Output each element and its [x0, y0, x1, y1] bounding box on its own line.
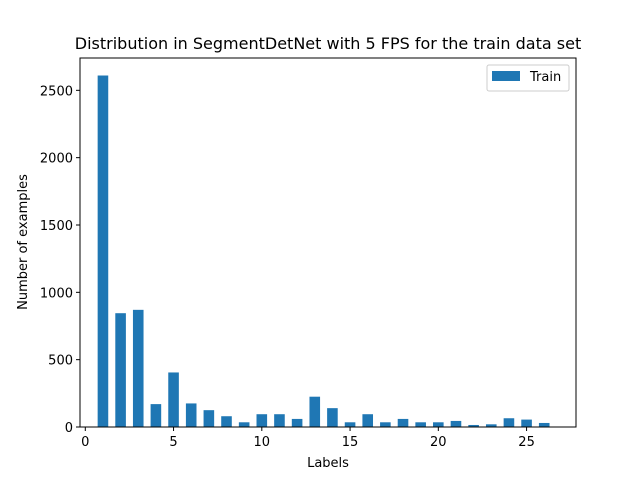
bar-label-1 — [97, 75, 109, 427]
bar-label-6 — [185, 403, 197, 427]
bar-label-2 — [115, 313, 126, 427]
y-tick-label: 1000 — [40, 286, 73, 301]
y-axis-label: Number of examples — [16, 174, 31, 310]
bar-label-20 — [433, 422, 444, 427]
bar-label-23 — [485, 424, 497, 427]
x-tick-label: 0 — [81, 435, 89, 450]
bar-label-16 — [362, 414, 374, 427]
bar-label-13 — [309, 396, 321, 427]
bar-label-24 — [503, 418, 515, 427]
x-axis-ticks: 0 5 10 15 20 25 — [81, 427, 535, 450]
bar-label-21 — [450, 420, 462, 427]
y-tick-label: 500 — [48, 354, 73, 369]
x-tick-label: 10 — [254, 435, 271, 450]
legend: Train — [486, 64, 570, 92]
bar-label-5 — [168, 372, 179, 427]
legend-swatch — [492, 71, 520, 81]
bar-label-19 — [415, 422, 426, 427]
chart-title: Distribution in SegmentDetNet with 5 FPS… — [75, 34, 581, 53]
bars-group — [97, 75, 550, 427]
bar-label-14 — [327, 408, 338, 427]
y-axis-ticks: 0 500 1000 1500 2000 2500 — [40, 84, 80, 436]
x-tick-label: 20 — [430, 435, 447, 450]
bar-label-17 — [380, 422, 391, 427]
x-tick-label: 25 — [518, 435, 535, 450]
bar-label-26 — [538, 422, 550, 427]
legend-label-train: Train — [529, 70, 561, 85]
x-axis-label: Labels — [307, 456, 349, 471]
y-tick-label: 1500 — [40, 219, 73, 234]
bar-label-9 — [238, 422, 250, 427]
bar-label-8 — [221, 416, 232, 427]
bar-label-11 — [274, 414, 285, 427]
bar-label-3 — [132, 309, 144, 427]
plot-frame — [79, 57, 577, 428]
bar-label-10 — [256, 414, 268, 427]
bar-label-22 — [468, 424, 479, 427]
y-tick-label: 2000 — [40, 152, 73, 167]
bar-label-12 — [291, 418, 303, 427]
x-tick-label: 5 — [169, 435, 177, 450]
bar-label-25 — [521, 419, 532, 427]
bar-label-15 — [344, 422, 356, 427]
bar-label-18 — [397, 418, 409, 427]
bar-label-4 — [150, 404, 162, 427]
x-tick-label: 15 — [342, 435, 359, 450]
y-tick-label: 2500 — [40, 84, 73, 99]
y-tick-label: 0 — [65, 421, 73, 436]
bar-label-7 — [203, 410, 215, 427]
